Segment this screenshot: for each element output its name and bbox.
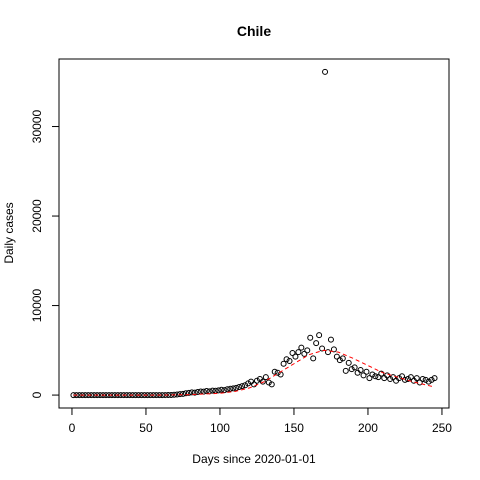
point (369, 371, 376, 378)
point (262, 374, 269, 381)
point (431, 375, 438, 382)
point (286, 358, 293, 365)
point (304, 347, 311, 354)
point (215, 387, 222, 394)
point (378, 370, 385, 377)
point (224, 386, 231, 393)
point (200, 388, 207, 395)
point (333, 353, 340, 360)
point (390, 374, 397, 381)
y-tick-label: 10000 (30, 289, 44, 323)
point (280, 360, 287, 367)
point (375, 374, 382, 381)
point (289, 350, 296, 357)
point (188, 389, 195, 396)
point (363, 368, 370, 375)
point (221, 387, 228, 394)
chart-title: Chile (237, 23, 271, 39)
point (79, 392, 86, 399)
point (428, 376, 435, 383)
point (230, 385, 237, 392)
point (135, 392, 142, 399)
point (316, 332, 323, 339)
x-tick-label: 200 (358, 421, 378, 435)
point (227, 385, 234, 392)
point (271, 368, 278, 375)
y-tick-label: 0 (30, 391, 44, 398)
point (268, 381, 275, 388)
point (401, 376, 408, 383)
point (313, 340, 320, 347)
point (322, 68, 329, 75)
point (301, 350, 308, 357)
point (330, 346, 337, 353)
plot-box (58, 58, 450, 409)
point (242, 382, 249, 389)
point (209, 387, 216, 394)
point (324, 349, 331, 356)
point (274, 369, 281, 376)
point (348, 366, 355, 373)
point (387, 375, 394, 382)
point (218, 386, 225, 393)
point (366, 375, 373, 382)
point (336, 357, 343, 364)
point (292, 353, 299, 360)
point (177, 391, 184, 398)
point (342, 367, 349, 374)
point (259, 378, 266, 385)
point (327, 336, 334, 343)
point (422, 376, 429, 383)
point (339, 355, 346, 362)
point (179, 390, 186, 397)
point (407, 374, 414, 381)
point (253, 377, 260, 384)
point (425, 378, 432, 385)
point (360, 372, 367, 379)
point (236, 384, 243, 391)
point (265, 379, 272, 386)
point (295, 349, 302, 356)
point (239, 383, 246, 390)
fit-line (73, 349, 435, 396)
x-tick-label: 50 (139, 421, 153, 435)
point (251, 381, 257, 388)
x-tick-label: 0 (69, 421, 76, 435)
point (194, 388, 201, 395)
point (114, 392, 121, 399)
point (384, 372, 391, 379)
point (419, 375, 426, 382)
point (413, 375, 420, 382)
point (156, 392, 163, 399)
point (404, 375, 411, 382)
point (245, 380, 252, 387)
x-tick-label: 150 (284, 421, 304, 435)
x-tick-label: 250 (432, 421, 452, 435)
point (345, 359, 352, 366)
y-axis-label: Daily cases (2, 202, 16, 263)
point (357, 367, 364, 374)
point (307, 334, 314, 341)
y-tick-label: 30000 (30, 110, 44, 144)
point (351, 364, 358, 371)
x-tick-label: 100 (210, 421, 230, 435)
point (319, 345, 326, 352)
point (372, 373, 379, 380)
x-axis-label: Days since 2020-01-01 (192, 452, 316, 466)
point (298, 344, 305, 351)
y-tick-label: 20000 (30, 199, 44, 233)
point (310, 355, 317, 362)
point (283, 356, 290, 363)
point (182, 390, 189, 397)
point (185, 389, 192, 396)
point (233, 384, 240, 391)
point (100, 392, 107, 399)
point (191, 389, 198, 396)
